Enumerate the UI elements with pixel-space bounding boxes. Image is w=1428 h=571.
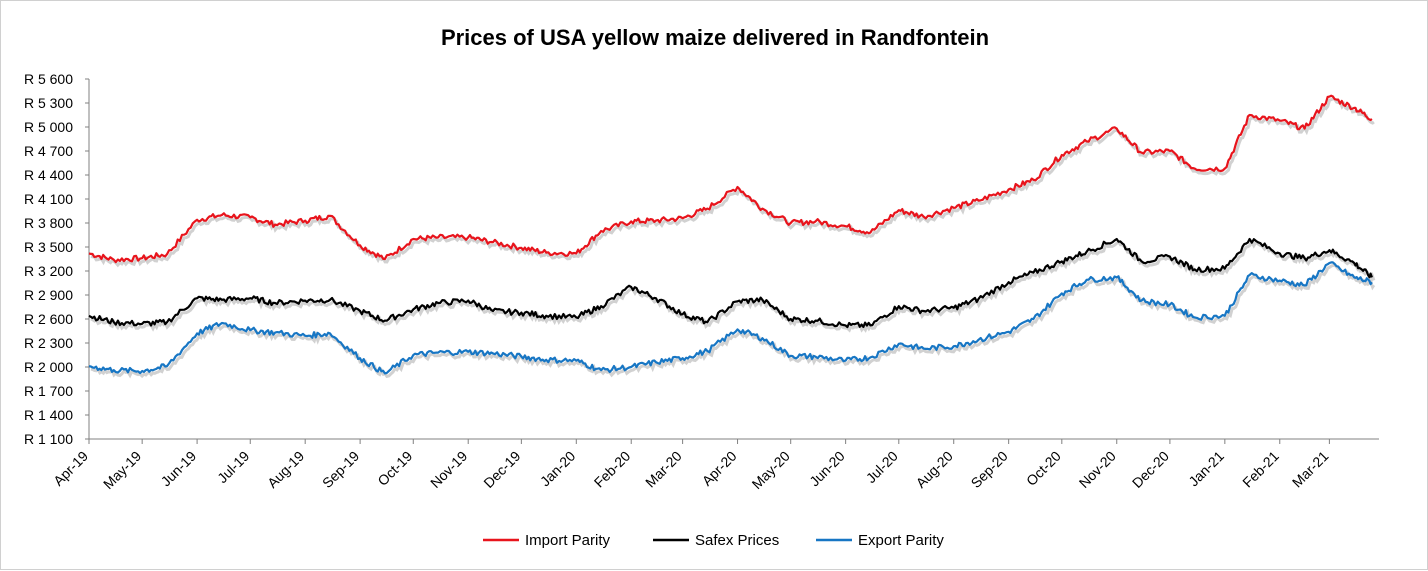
x-tick-label: Feb-21: [1239, 448, 1282, 491]
x-tick-label: Jul-20: [863, 448, 901, 486]
x-tick-label: Apr-20: [699, 448, 740, 489]
x-tick-label: Oct-19: [374, 448, 415, 489]
x-tick-label: May-20: [748, 448, 792, 492]
x-tick-label: Oct-20: [1023, 448, 1064, 489]
series-shadow-import-parity: [90, 97, 1375, 268]
y-tick-label: R 2 900: [24, 287, 73, 303]
y-axis: R 1 100 R 1 400 R 1 700 R 2 000 R 2 300 R 2 6…: [24, 71, 90, 447]
x-tick-label: Mar-20: [642, 448, 685, 491]
legend-label-safex-prices: Safex Prices: [695, 532, 779, 549]
x-tick-label: Dec-19: [480, 448, 523, 491]
y-tick-label: R 4 700: [24, 143, 73, 159]
y-tick-label: R 5 000: [24, 119, 73, 135]
x-tick-label: Aug-19: [264, 448, 307, 491]
series-shadow-export-parity: [90, 263, 1376, 379]
series-line-export-parity: [88, 261, 1373, 375]
series-layer: [88, 94, 1376, 379]
legend-label-import-parity: Import Parity: [525, 532, 611, 549]
series-line-import-parity: [88, 94, 1373, 264]
y-tick-label: R 5 300: [24, 95, 73, 111]
x-tick-label: Jan-20: [537, 448, 579, 490]
y-tick-label: R 3 800: [24, 215, 73, 231]
x-tick-label: Jul-19: [214, 448, 252, 486]
x-tick-label: Dec-20: [1129, 448, 1172, 491]
y-tick-label: R 3 500: [24, 239, 73, 255]
x-tick-label: May-19: [100, 448, 144, 492]
y-tick-label: R 2 600: [24, 311, 73, 327]
x-tick-label: Nov-20: [1076, 448, 1119, 491]
x-tick-label: Aug-20: [913, 448, 956, 491]
x-tick-label: Nov-19: [427, 448, 470, 491]
x-tick-label: Feb-20: [591, 448, 634, 491]
x-tick-label: Jun-19: [158, 448, 200, 490]
y-tick-label: R 2 000: [24, 359, 73, 375]
y-tick-label: R 3 200: [24, 263, 73, 279]
chart-title: Prices of USA yellow maize delivered in …: [441, 25, 989, 50]
series-line-safex-prices: [88, 237, 1373, 329]
y-tick-label: R 1 400: [24, 407, 73, 423]
y-tick-label: R 1 700: [24, 383, 73, 399]
x-tick-label: Apr-19: [50, 448, 91, 489]
series-shadow-safex-prices: [90, 238, 1376, 333]
x-tick-label: Mar-21: [1289, 448, 1332, 491]
x-tick-label: Sep-20: [968, 448, 1011, 491]
y-tick-label: R 5 600: [24, 71, 73, 87]
x-tick-label: Jan-21: [1185, 448, 1227, 490]
x-tick-label: Jun-20: [806, 448, 848, 490]
y-tick-label: R 1 100: [24, 431, 73, 447]
y-tick-label: R 2 300: [24, 335, 73, 351]
x-axis: Apr-19 May-19 Jun-19 Jul-19 Aug-19 Sep-19 Oct-…: [50, 438, 1379, 492]
x-tick-label: Sep-19: [319, 448, 362, 491]
legend: Import Parity Safex Prices Export Parity: [483, 532, 944, 549]
y-tick-label: R 4 100: [24, 191, 73, 207]
y-tick-label: R 4 400: [24, 167, 73, 183]
legend-label-export-parity: Export Parity: [858, 532, 944, 549]
